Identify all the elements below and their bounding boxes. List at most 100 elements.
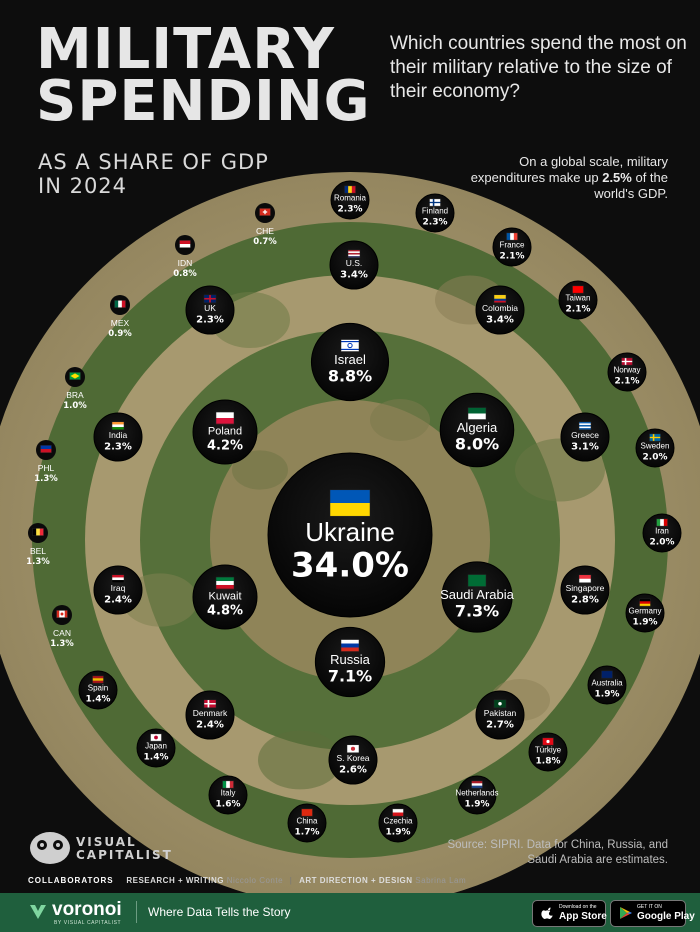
bubble-mex: MEXMEX0.9% xyxy=(108,295,132,339)
bubble-label-russia: Russia xyxy=(330,652,371,667)
bubble-spain: Spain 1.4% xyxy=(78,670,118,710)
bubble-value-germany: 1.9% xyxy=(633,618,658,628)
bubble-circle-iraq xyxy=(93,565,143,615)
bubble-australia: Australia 1.9% xyxy=(587,665,627,705)
flag-china-icon xyxy=(301,808,313,817)
bubble-u-s: U.S. 3.4% xyxy=(329,240,379,290)
bubble-label-romania: Romania xyxy=(334,194,367,203)
flag-denmark-icon xyxy=(203,699,217,708)
bubble-circle-israel xyxy=(310,322,390,402)
bubble-value-singapore: 2.8% xyxy=(571,595,599,606)
flag-uk-icon xyxy=(203,294,217,303)
footer-bar: voronoi BY VISUAL CAPITALIST Where Data … xyxy=(0,893,700,932)
bubble-value-ukraine: 34.0% xyxy=(291,546,409,586)
bubble-name-phl: PHL xyxy=(38,463,55,473)
flag-australia-icon xyxy=(601,670,613,679)
bubble-circle-ukraine xyxy=(267,452,433,618)
bubble-denmark: Denmark 2.4% xyxy=(185,690,235,740)
bubble-finland: Finland 2.3% xyxy=(415,193,455,233)
bubble-circle-finland xyxy=(415,193,455,233)
bubble-che: CHECHE0.7% xyxy=(253,203,277,247)
camo-blotch xyxy=(258,730,342,790)
bubble-circle-taiwan xyxy=(558,280,598,320)
bubble-circle-greece xyxy=(560,412,610,462)
app-store-button[interactable]: Download on the App Store xyxy=(532,900,607,927)
bubble-t-rkiye: Türkiye 1.8% xyxy=(528,732,568,772)
bubble-value-can: 1.3% xyxy=(50,639,74,649)
app-store-big: App Store xyxy=(559,911,607,922)
bubble-circle-australia xyxy=(587,665,627,705)
page-title: MILITARY SPENDING xyxy=(36,17,371,130)
flag-taiwan-icon xyxy=(572,285,584,294)
bubble-circle-china xyxy=(287,803,327,843)
bubble-label-norway: Norway xyxy=(613,366,640,375)
flag-bel-icon xyxy=(32,528,44,536)
bubble-circle-japan xyxy=(136,728,176,768)
bubble-circle-romania xyxy=(330,180,370,220)
flag-s-korea-icon xyxy=(346,744,360,753)
bubble-value-netherlands: 1.9% xyxy=(465,800,490,810)
flag-greece-icon xyxy=(578,421,592,430)
art-role: ART DIRECTION + DESIGN xyxy=(299,876,413,885)
bubble-norway: Norway 2.1% xyxy=(607,352,647,392)
bubble-france: France 2.1% xyxy=(492,227,532,267)
google-play-button[interactable]: GET IT ON Google Play xyxy=(610,900,695,927)
bubble-label-poland: Poland xyxy=(208,425,242,437)
bubble-iran: Iran 2.0% xyxy=(642,513,682,553)
bubble-name-idn: IDN xyxy=(178,258,193,268)
bubble-value-phl: 1.3% xyxy=(34,474,58,484)
bubble-value-greece: 3.1% xyxy=(571,442,599,453)
title-line-1: MILITARY xyxy=(36,17,335,82)
voronoi-brand[interactable]: voronoi xyxy=(52,899,122,920)
footer-tagline: Where Data Tells the Story xyxy=(148,905,291,919)
global-note: On a global scale, military expenditures… xyxy=(448,154,668,202)
bubble-name-bel: BEL xyxy=(30,546,46,556)
bubble-circle-russia xyxy=(314,626,386,698)
bubble-value-che: 0.7% xyxy=(253,237,277,247)
note-pre: On a global scale, military expenditures… xyxy=(470,154,668,185)
bubble-circle-colombia xyxy=(475,285,525,335)
bubble-label-colombia: Colombia xyxy=(482,303,518,313)
bubble-label-iraq: Iraq xyxy=(111,583,126,593)
bubble-germany: Germany 1.9% xyxy=(625,593,665,633)
bubble-value-sweden: 2.0% xyxy=(643,453,668,463)
bubble-value-spain: 1.4% xyxy=(86,695,111,705)
subtitle-line-1: AS A SHARE OF GDP xyxy=(38,150,269,174)
footer-divider xyxy=(136,901,137,923)
bubble-name-che: CHE xyxy=(256,226,274,236)
bubble-name-can: CAN xyxy=(53,628,71,638)
flag-japan-icon xyxy=(150,733,162,742)
bubble-value-france: 2.1% xyxy=(500,252,525,262)
bubble-circle-france xyxy=(492,227,532,267)
bubble-circle-italy xyxy=(208,775,248,815)
bubble-value-iraq: 2.4% xyxy=(104,595,132,606)
bubble-label-u-s: U.S. xyxy=(346,258,363,268)
flag-pakistan-icon xyxy=(493,699,507,708)
bubble-label-algeria: Algeria xyxy=(457,420,498,435)
bubble-label-s-korea: S. Korea xyxy=(336,753,369,763)
flag-iran-icon xyxy=(656,518,668,527)
camo-blotch xyxy=(232,450,288,490)
bubble-circle-saudi-arabia xyxy=(441,561,513,633)
bubble-circle-denmark xyxy=(185,690,235,740)
flag-italy-icon xyxy=(222,780,234,789)
bubble-circle-czechia xyxy=(378,803,418,843)
flag-germany-icon xyxy=(639,598,651,607)
bubble-value-italy: 1.6% xyxy=(216,800,241,810)
flag-netherlands-icon xyxy=(471,780,483,789)
bubble-label-spain: Spain xyxy=(88,684,108,693)
logo-wordmark: VISUAL CAPITALIST xyxy=(76,836,173,862)
bubble-value-algeria: 8.0% xyxy=(455,435,499,454)
bubble-greece: Greece 3.1% xyxy=(560,412,610,462)
flag-bra-icon xyxy=(69,372,81,380)
bubble-value-iran: 2.0% xyxy=(650,538,675,548)
flag-russia-icon xyxy=(340,639,360,652)
bubble-circle-sweden xyxy=(635,428,675,468)
subtitle-line-2: IN 2024 xyxy=(38,174,128,198)
